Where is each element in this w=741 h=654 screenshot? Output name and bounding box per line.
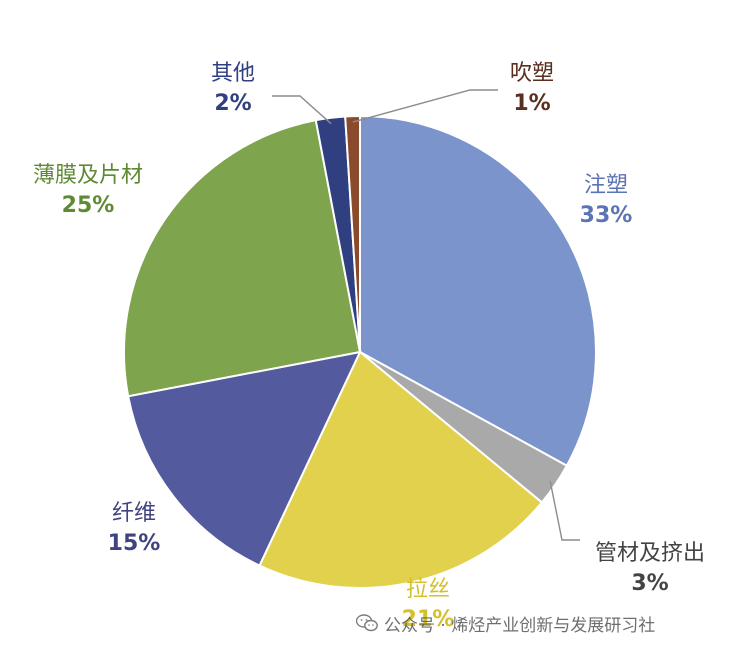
pie-slices [123,114,597,589]
slice-name-label-0: 注塑 [584,173,628,198]
pie-slice-0 [359,114,597,468]
slice-value-label-1: 3% [631,571,668,596]
slice-name-label-5: 其他 [211,61,255,86]
pie-slice-4 [123,119,362,398]
slice-value-label-3: 15% [108,531,161,556]
slice-value-label-2: 21% [402,607,455,632]
slice-labels: 注塑 33% 管材及挤出 3% 拉丝 21% 纤维 15% 薄膜及片材 25% 其他 2% 吹塑 1% [33,61,705,632]
watermark: 公众号 · 烯烃产业创新与发展研习社 [356,610,655,636]
leader-lines [272,89,580,541]
pie-slice-2 [258,350,544,589]
slice-value-label-5: 2% [214,91,251,116]
slice-name-label-4: 薄膜及片材 [33,163,143,188]
slice-name-label-2: 拉丝 [406,577,450,602]
leader-line-5 [272,95,332,125]
slice-name-label-3: 纤维 [112,501,156,526]
leader-line-1 [549,481,580,541]
slice-value-label-6: 1% [513,91,550,116]
wechat-icon [356,614,378,632]
slice-name-label-6: 吹塑 [510,61,554,86]
pie-slice-3 [127,350,362,567]
watermark-text: 公众号 · 烯烃产业创新与发展研习社 [384,615,656,636]
pie-slice-6 [344,114,361,353]
slice-name-label-1: 管材及挤出 [595,541,705,566]
leader-line-6 [352,89,498,123]
slice-value-label-0: 33% [580,203,633,228]
slice-value-label-4: 25% [62,193,115,218]
